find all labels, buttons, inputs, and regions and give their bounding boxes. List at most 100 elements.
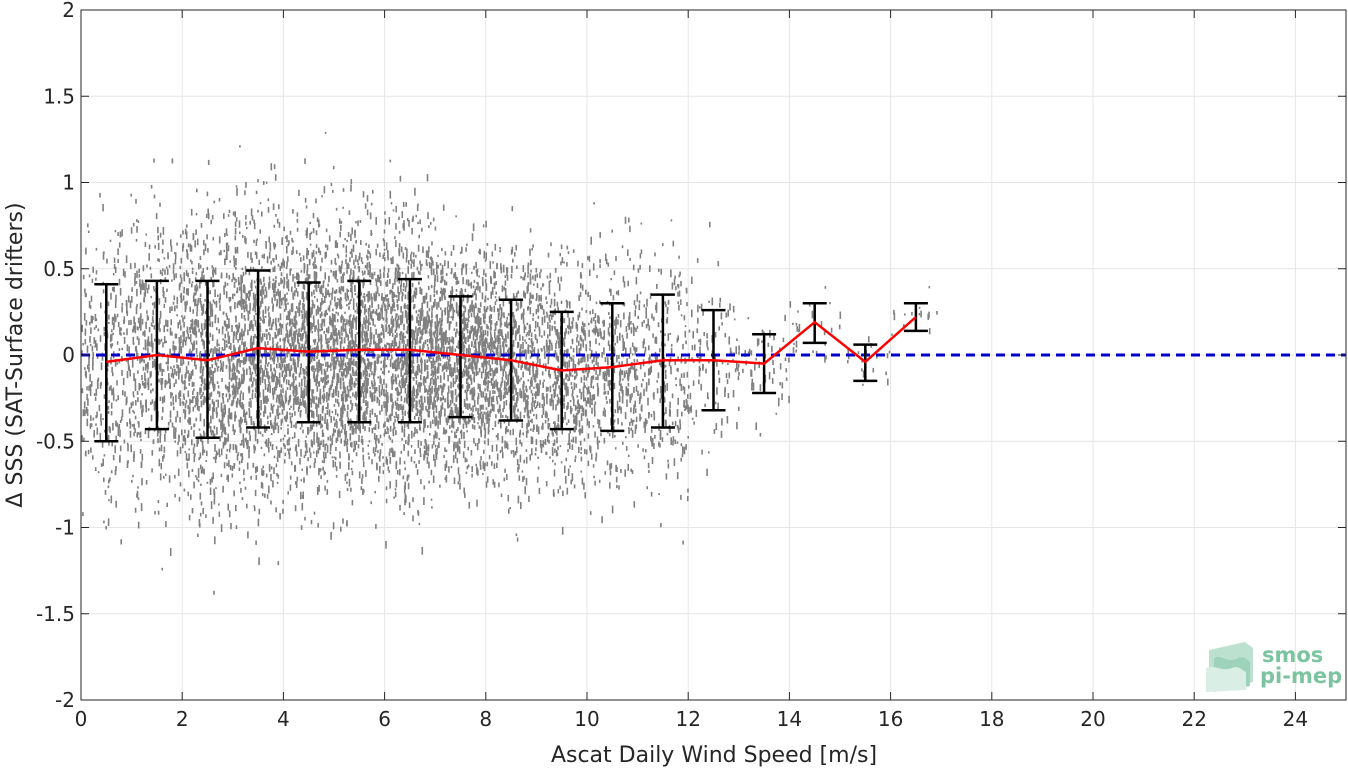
scatter-point (147, 347, 149, 354)
scatter-point (363, 320, 365, 325)
scatter-point (385, 326, 388, 331)
scatter-point (172, 340, 175, 344)
scatter-point (121, 369, 123, 376)
scatter-point (220, 362, 223, 368)
scatter-point (192, 234, 195, 241)
scatter-point (413, 271, 415, 276)
scatter-point (418, 316, 421, 319)
scatter-point (234, 221, 237, 227)
scatter-point (218, 298, 221, 301)
scatter-point (99, 192, 101, 198)
scatter-point (379, 434, 382, 439)
scatter-point (325, 251, 327, 258)
scatter-point (393, 451, 396, 454)
scatter-point (246, 503, 248, 509)
scatter-point (394, 334, 397, 340)
scatter-point (285, 323, 288, 331)
scatter-point (421, 335, 423, 340)
scatter-point (347, 364, 350, 370)
scatter-point (420, 397, 423, 405)
scatter-point (224, 384, 227, 389)
scatter-point (418, 381, 420, 388)
scatter-point (153, 403, 156, 411)
scatter-point (216, 366, 219, 372)
scatter-point (420, 408, 423, 415)
scatter-point (162, 455, 164, 462)
scatter-point (186, 248, 188, 252)
scatter-point (335, 356, 337, 359)
scatter-point (400, 370, 402, 377)
scatter-point (357, 444, 360, 449)
scatter-point (249, 378, 251, 382)
scatter-point (450, 381, 452, 389)
scatter-point (103, 394, 106, 399)
scatter-point (297, 396, 299, 402)
scatter-point (387, 274, 389, 278)
scatter-point (461, 246, 463, 254)
scatter-point (312, 249, 315, 257)
scatter-point (310, 366, 313, 371)
scatter-point (342, 319, 345, 327)
scatter-point (162, 294, 165, 297)
scatter-point (183, 272, 185, 280)
scatter-point (394, 317, 397, 321)
scatter-point (144, 342, 147, 351)
scatter-point (378, 475, 380, 482)
scatter-point (277, 413, 280, 420)
scatter-point (377, 333, 379, 338)
scatter-point (159, 202, 161, 207)
scatter-point (407, 312, 410, 321)
scatter-point (102, 289, 105, 294)
scatter-point (184, 412, 186, 420)
scatter-point (337, 390, 340, 398)
scatter-point (399, 457, 401, 465)
scatter-point (419, 404, 421, 408)
scatter-point (115, 435, 117, 442)
scatter-point (209, 425, 212, 433)
scatter-point (430, 284, 433, 289)
scatter-point (298, 342, 301, 348)
scatter-point (331, 410, 334, 414)
scatter-point (117, 248, 119, 255)
scatter-point (260, 353, 262, 356)
scatter-point (168, 264, 171, 268)
scatter-point (188, 382, 190, 386)
scatter-point (389, 278, 391, 284)
scatter-point (278, 302, 281, 309)
scatter-point (316, 355, 318, 360)
scatter-point (424, 295, 426, 304)
scatter-point (322, 281, 325, 288)
scatter-point (401, 405, 403, 410)
scatter-point (216, 349, 219, 352)
scatter-point (195, 272, 198, 276)
scatter-point (287, 366, 289, 372)
scatter-point (130, 444, 132, 453)
scatter-point (349, 300, 351, 305)
scatter-point (333, 416, 335, 421)
scatter-point (91, 345, 94, 352)
scatter-point (389, 190, 392, 199)
scatter-point (173, 273, 175, 281)
scatter-point (195, 287, 198, 293)
scatter-point (398, 230, 401, 234)
scatter-point (220, 272, 223, 279)
scatter-point (164, 297, 167, 303)
scatter-point (485, 273, 487, 277)
scatter-point (320, 369, 323, 375)
scatter-point (405, 304, 407, 309)
scatter-point (374, 296, 376, 302)
scatter-point (253, 219, 255, 224)
scatter-point (312, 412, 315, 419)
scatter-point (140, 284, 142, 291)
scatter-point (342, 424, 344, 430)
scatter-point (473, 372, 476, 380)
scatter-point (167, 421, 170, 426)
scatter-point (192, 343, 194, 352)
scatter-point (176, 410, 179, 418)
scatter-point (152, 302, 154, 306)
scatter-point (355, 317, 357, 323)
scatter-point (461, 345, 463, 352)
scatter-point (385, 389, 388, 394)
scatter-point (402, 202, 405, 207)
scatter-point (355, 254, 357, 262)
